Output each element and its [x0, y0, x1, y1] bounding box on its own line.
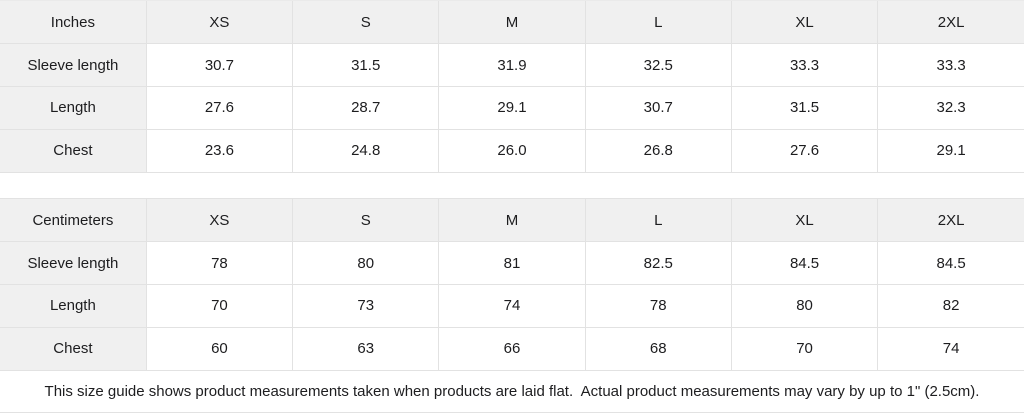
cell-value: 78	[584, 284, 732, 328]
unit-label-inches: Inches	[0, 0, 147, 45]
size-header-xl: XL	[730, 198, 879, 243]
size-header-s: S	[292, 0, 440, 45]
cell-value: 26.8	[584, 128, 732, 173]
size-header-l: L	[584, 0, 732, 45]
cell-value: 73	[292, 284, 440, 328]
table-row: Sleeve length 78 80 81 82.5 84.5 84.5	[0, 241, 1024, 285]
row-label: Sleeve length	[0, 43, 147, 87]
table-separator	[0, 172, 1024, 199]
cell-value: 84.5	[877, 241, 1024, 285]
row-label: Length	[0, 86, 147, 130]
size-header-2xl: 2XL	[877, 0, 1024, 45]
size-header-l: L	[584, 198, 732, 243]
size-header-xl: XL	[730, 0, 879, 45]
size-header-m: M	[438, 198, 586, 243]
table-row: Sleeve length 30.7 31.5 31.9 32.5 33.3 3…	[0, 43, 1024, 87]
cell-value: 23.6	[145, 128, 294, 173]
cell-value: 30.7	[584, 86, 732, 130]
cell-value: 74	[877, 326, 1024, 371]
cell-value: 32.3	[877, 86, 1024, 130]
cell-value: 24.8	[292, 128, 440, 173]
cell-value: 70	[145, 284, 294, 328]
cell-value: 82	[877, 284, 1024, 328]
cell-value: 78	[145, 241, 294, 285]
cell-value: 27.6	[145, 86, 294, 130]
cell-value: 80	[292, 241, 440, 285]
table-row: Chest 60 63 66 68 70 74	[0, 326, 1024, 371]
size-header-xs: XS	[145, 198, 294, 243]
cell-value: 63	[292, 326, 440, 371]
cell-value: 84.5	[730, 241, 879, 285]
size-header-xs: XS	[145, 0, 294, 45]
inches-table: Inches XS S M L XL 2XL Sleeve length 30.…	[0, 0, 1024, 173]
cell-value: 33.3	[730, 43, 879, 87]
cell-value: 80	[730, 284, 879, 328]
cell-value: 68	[584, 326, 732, 371]
row-label: Sleeve length	[0, 241, 147, 285]
size-header-m: M	[438, 0, 586, 45]
cell-value: 70	[730, 326, 879, 371]
inches-header-row: Inches XS S M L XL 2XL	[0, 0, 1024, 45]
cell-value: 26.0	[438, 128, 586, 173]
cell-value: 81	[438, 241, 586, 285]
cell-value: 30.7	[145, 43, 294, 87]
cell-value: 31.5	[730, 86, 879, 130]
row-label: Chest	[0, 128, 147, 173]
centimeters-header-row: Centimeters XS S M L XL 2XL	[0, 198, 1024, 243]
cell-value: 31.5	[292, 43, 440, 87]
size-header-2xl: 2XL	[877, 198, 1024, 243]
table-row: Chest 23.6 24.8 26.0 26.8 27.6 29.1	[0, 128, 1024, 173]
cell-value: 29.1	[438, 86, 586, 130]
unit-label-centimeters: Centimeters	[0, 198, 147, 243]
cell-value: 60	[145, 326, 294, 371]
row-label: Length	[0, 284, 147, 328]
centimeters-table: Centimeters XS S M L XL 2XL Sleeve lengt…	[0, 198, 1024, 371]
cell-value: 29.1	[877, 128, 1024, 173]
cell-value: 33.3	[877, 43, 1024, 87]
table-row: Length 27.6 28.7 29.1 30.7 31.5 32.3	[0, 86, 1024, 130]
cell-value: 31.9	[438, 43, 586, 87]
table-row: Length 70 73 74 78 80 82	[0, 284, 1024, 328]
measurement-disclaimer: This size guide shows product measuremen…	[0, 370, 1024, 413]
row-label: Chest	[0, 326, 147, 371]
cell-value: 32.5	[584, 43, 732, 87]
cell-value: 28.7	[292, 86, 440, 130]
cell-value: 27.6	[730, 128, 879, 173]
cell-value: 82.5	[584, 241, 732, 285]
size-header-s: S	[292, 198, 440, 243]
cell-value: 74	[438, 284, 586, 328]
cell-value: 66	[438, 326, 586, 371]
